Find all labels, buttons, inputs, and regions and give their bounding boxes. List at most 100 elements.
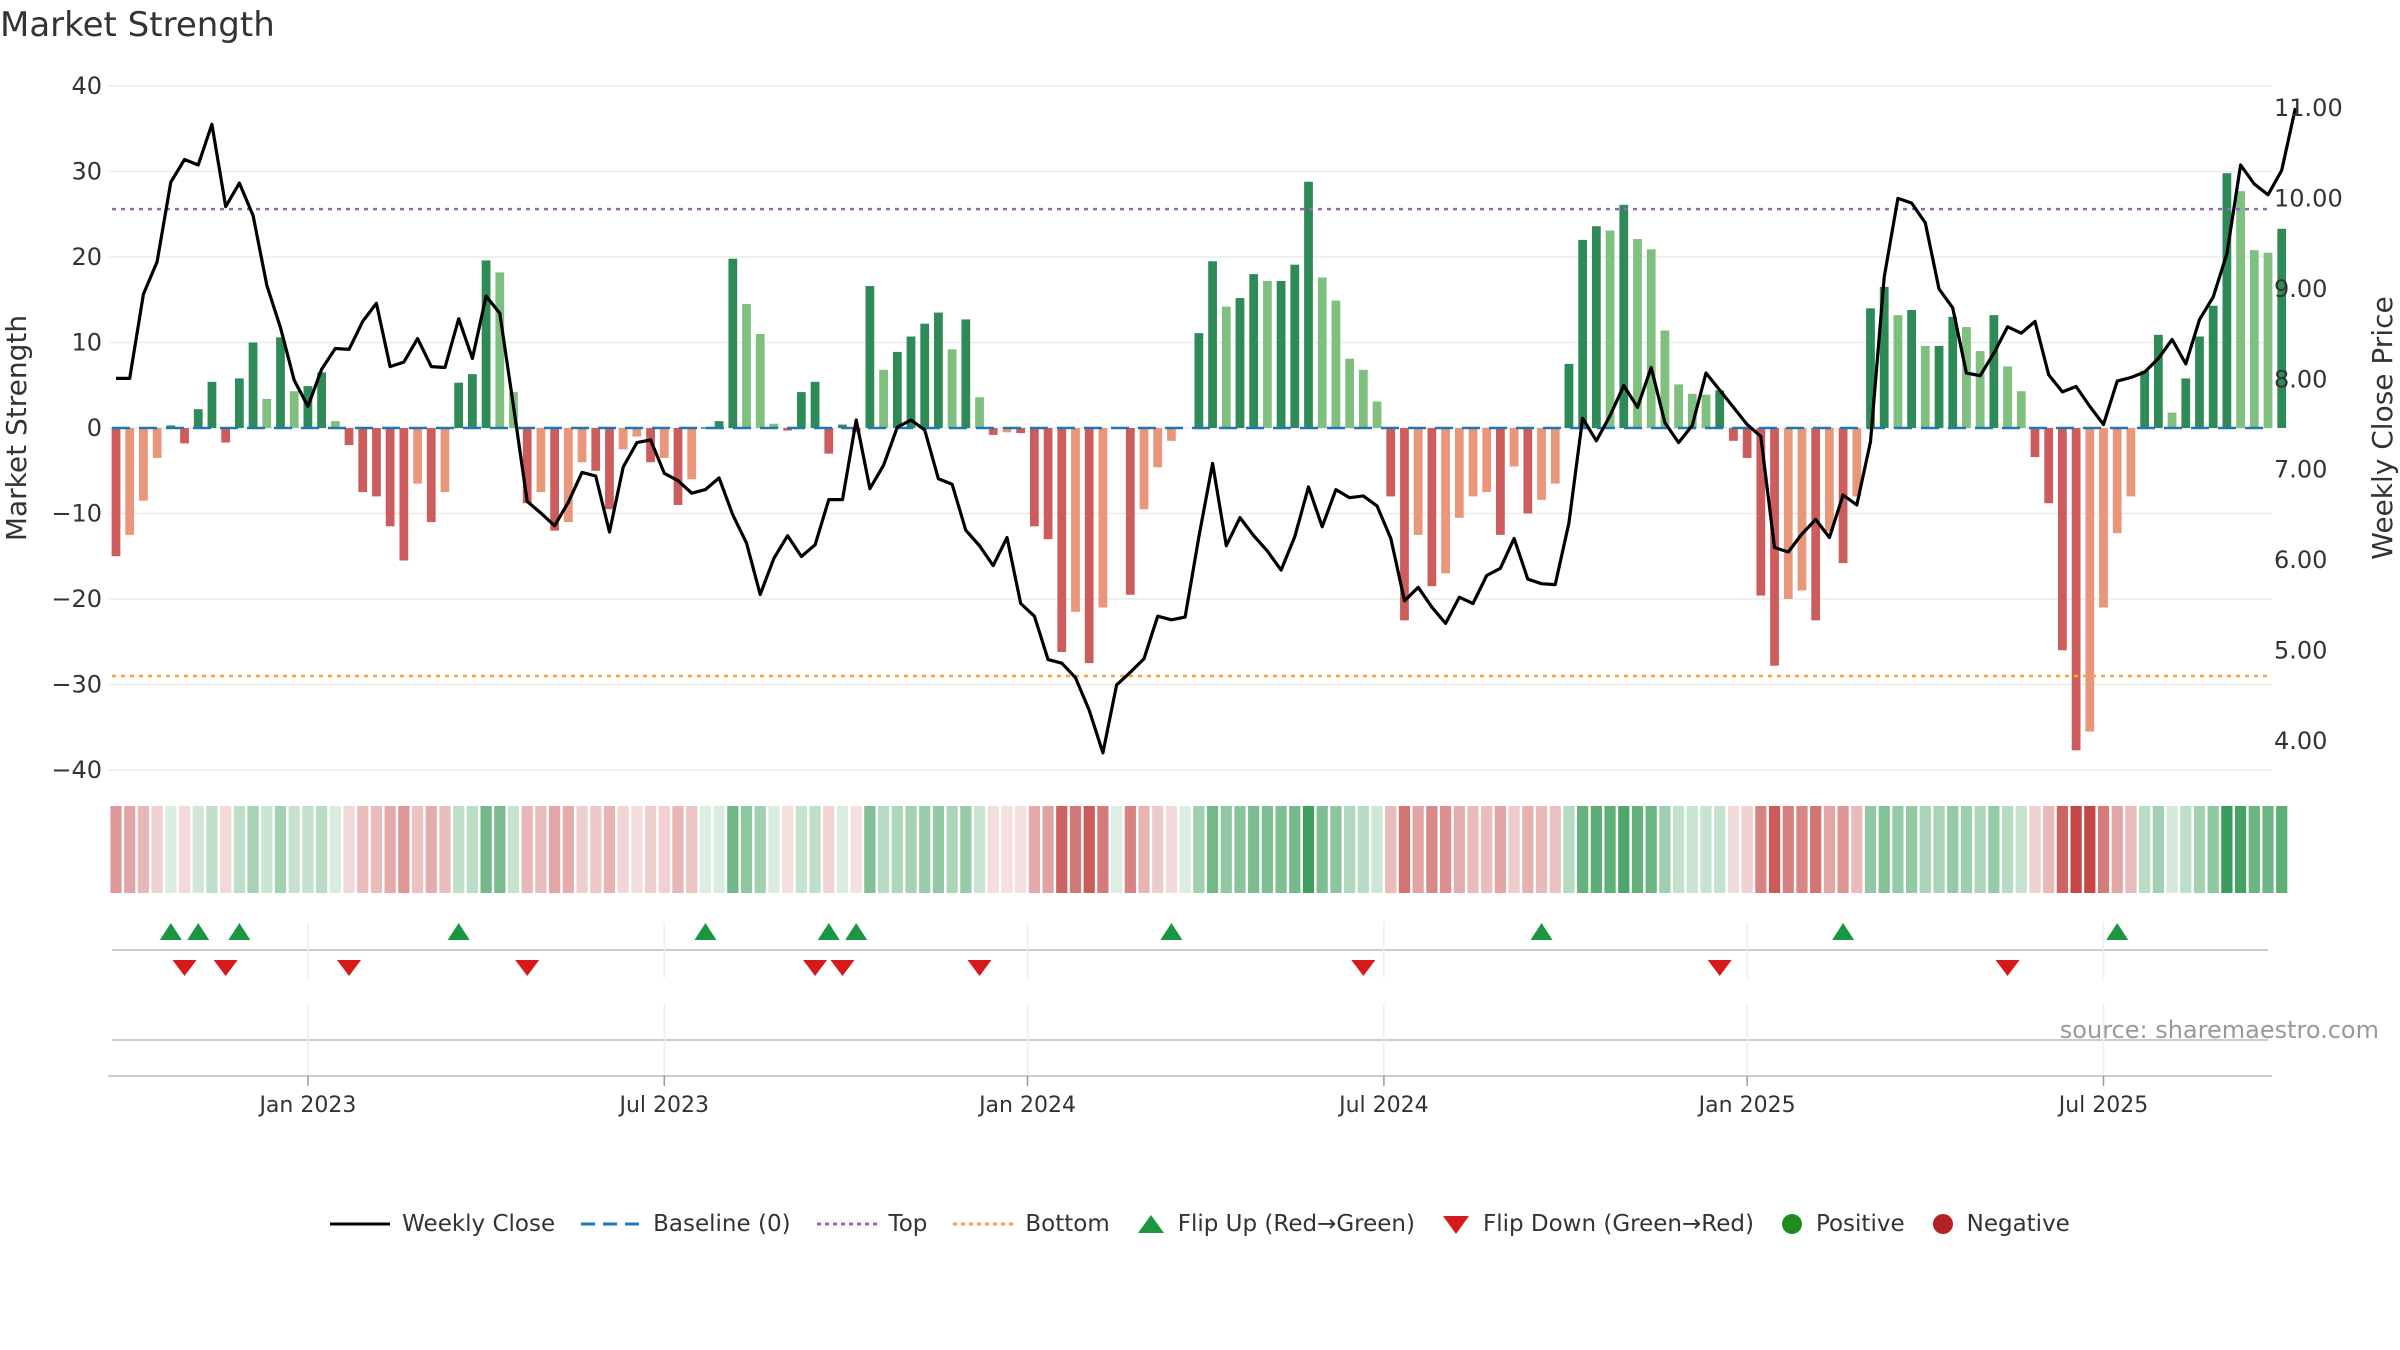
strength-bar <box>1276 280 1286 428</box>
strength-strip-cell <box>315 806 328 893</box>
strength-strip-cell <box>274 806 287 893</box>
strength-strip-cell <box>220 806 232 893</box>
strength-strip-cell <box>425 806 437 893</box>
strength-strip-cell <box>590 806 602 893</box>
strength-bar <box>1345 358 1355 428</box>
flip-up-marker <box>845 923 868 940</box>
strength-bar <box>536 428 546 493</box>
strength-strip-cell <box>973 806 986 893</box>
strength-bar <box>1633 239 1642 428</box>
strength-bar <box>467 374 477 428</box>
strength-bar <box>2153 334 2163 428</box>
strength-bar <box>1454 428 1464 518</box>
strength-bar <box>1715 390 1725 428</box>
strength-strip-cell <box>178 806 191 893</box>
strength-bar <box>1139 428 1149 510</box>
y-tick-label-right: 8.00 <box>2274 365 2327 393</box>
x-tick-label: Jul 2023 <box>618 1093 710 1118</box>
strength-strip-cell <box>2084 806 2096 893</box>
legend-dotted-icon <box>953 1222 1014 1226</box>
strength-strip-cell <box>1796 806 1808 893</box>
strength-bar <box>180 428 189 444</box>
legend-label: Weekly Close <box>402 1211 556 1237</box>
strength-strip-cell <box>110 806 122 893</box>
legend-item-top: Top <box>816 1211 927 1237</box>
y-tick-label-left: 10 <box>71 329 102 357</box>
strength-strip-cell <box>1193 806 1205 893</box>
strength-bar <box>659 428 669 458</box>
strength-bar <box>1811 428 1821 621</box>
strength-strip-cell <box>1056 806 1068 893</box>
y-tick-label-left: −40 <box>51 756 102 784</box>
strength-strip-cell <box>1810 806 1822 893</box>
strength-strip-cell <box>1782 806 1794 893</box>
strength-bar <box>1797 428 1807 591</box>
strength-bar <box>605 428 614 510</box>
strength-strip-cell <box>261 806 273 893</box>
strength-bar <box>193 409 203 428</box>
strength-bar <box>1824 428 1834 532</box>
strength-bar <box>1441 428 1450 574</box>
strength-strip-cell <box>782 806 794 893</box>
strength-bar <box>1043 428 1053 540</box>
strength-bar <box>152 428 162 458</box>
strength-bar <box>920 323 930 428</box>
strength-bar <box>2208 305 2218 428</box>
strength-bar <box>1290 264 1300 428</box>
strength-bar <box>454 382 464 428</box>
strength-bar <box>248 342 258 428</box>
strength-strip-cell <box>466 806 479 893</box>
strength-strip-cell <box>2015 806 2027 893</box>
strength-bar <box>618 428 628 450</box>
strength-bar <box>1029 428 1039 527</box>
strength-strip-cell <box>206 806 218 893</box>
flip-down-marker <box>172 960 197 976</box>
chart-title: Market Strength <box>0 5 275 45</box>
strength-strip-cell <box>877 806 890 893</box>
strength-strip-cell <box>288 806 300 893</box>
strength-strip-cell <box>905 806 917 893</box>
flip-up-marker <box>1160 923 1183 940</box>
strength-bar <box>413 428 422 484</box>
strength-strip-cell <box>960 806 972 893</box>
legend-label: Flip Up (Red→Green) <box>1177 1211 1415 1237</box>
y-tick-label-right: 9.00 <box>2274 275 2327 303</box>
strength-strip-cell <box>233 806 245 893</box>
strength-bar <box>728 258 738 428</box>
strength-bar <box>111 428 121 557</box>
strength-bar <box>701 427 710 429</box>
x-axis: Jan 2023 Jul 2023 Jan 2024 Jul 2024 Jan 2025… <box>108 1075 2272 1118</box>
strength-bar <box>2003 366 2012 428</box>
strength-bar <box>2044 428 2054 504</box>
strength-strip-cell <box>480 806 492 893</box>
strength-strip-cell <box>453 806 465 893</box>
strength-strip-cell <box>137 806 150 893</box>
y-tick-label-left: 20 <box>71 243 102 271</box>
y-axis-label-left: Market Strength <box>0 315 33 541</box>
strength-strip-cell <box>124 806 136 893</box>
strength-strip-cell <box>1028 806 1040 893</box>
strength-bar <box>2099 428 2108 608</box>
strength-strip-cell <box>672 806 684 893</box>
strength-bar <box>262 398 272 428</box>
strength-strip-cell <box>2276 806 2288 893</box>
strength-bar <box>1564 363 1574 428</box>
strength-bar <box>769 423 779 428</box>
strength-bar <box>2167 412 2177 428</box>
flip-markers-panel <box>112 922 2268 1076</box>
strength-strip-cell <box>1248 806 1260 893</box>
strength-bar <box>1427 428 1437 587</box>
strength-bar <box>1221 306 1231 428</box>
strength-bars <box>111 173 2287 751</box>
strength-strip-cell <box>1577 806 1589 893</box>
flip-up-marker <box>159 923 182 940</box>
flip-down-marker <box>830 960 855 976</box>
strength-bar <box>577 428 587 463</box>
strength-strip-cell <box>507 806 520 893</box>
strength-bar <box>591 428 601 471</box>
strength-strip-cell <box>2180 806 2192 893</box>
strength-bar <box>2112 428 2122 534</box>
strength-strip-cell <box>1686 806 1698 893</box>
strength-bar <box>1482 428 1492 493</box>
legend-line-icon <box>330 1222 391 1226</box>
